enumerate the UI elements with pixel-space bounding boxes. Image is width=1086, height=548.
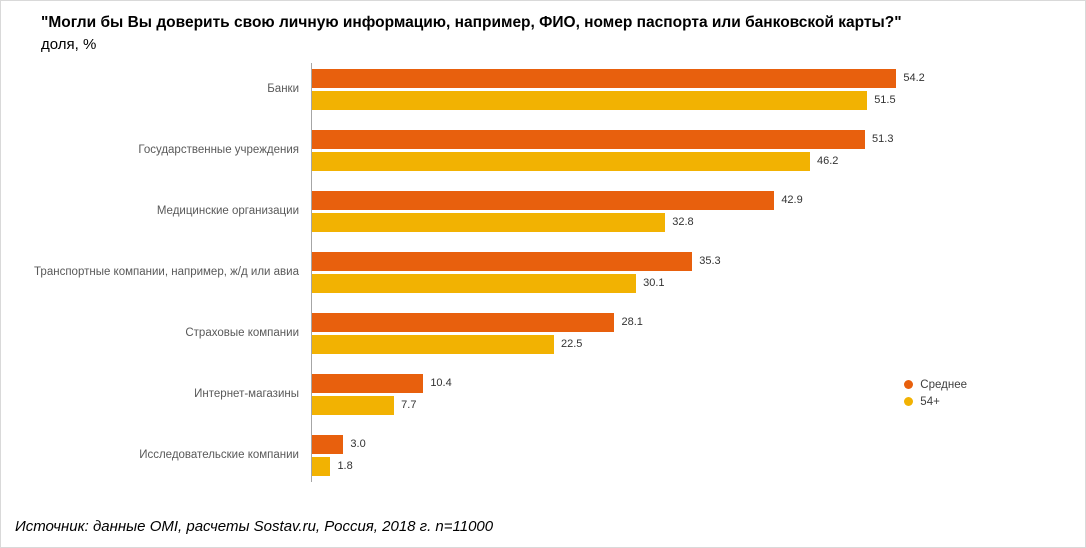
value-label: 42.9 — [781, 194, 803, 207]
bar-pair: 28.1 22.5 — [311, 312, 1085, 354]
category-label: Страховые компании — [185, 326, 299, 339]
value-label: 3.0 — [350, 438, 366, 451]
bar-group: Исследовательские компании 3.0 1.8 — [1, 434, 1085, 476]
bar-line: 46.2 — [311, 151, 1085, 171]
value-label: 10.4 — [430, 377, 452, 390]
bar-line: 35.3 — [311, 251, 1085, 271]
bar-pair: 3.0 1.8 — [311, 434, 1085, 476]
value-label: 46.2 — [816, 155, 839, 168]
bar-pair: 51.3 46.2 — [311, 129, 1085, 171]
bar-54plus — [311, 151, 810, 171]
bar-group: Медицинские организации 42.9 32.8 — [1, 190, 1085, 232]
value-label: 35.3 — [699, 255, 721, 268]
bar-average — [311, 68, 897, 88]
bar-54plus — [311, 212, 666, 232]
y-axis-line — [311, 62, 312, 482]
bar-chart: Банки 54.2 51.5 Государственные учреждения 5… — [1, 62, 1085, 482]
bar-line: 51.3 — [311, 129, 1085, 149]
bar-average — [311, 434, 344, 454]
bar-average — [311, 129, 866, 149]
value-label: 7.7 — [401, 399, 417, 412]
bar-line: 7.7 — [311, 395, 1085, 415]
category-label: Медицинские организации — [156, 204, 299, 217]
bar-group: Государственные учреждения 51.3 46.2 — [1, 129, 1085, 171]
category-label: Транспортные компании, например, ж/д или… — [34, 265, 299, 278]
legend-marker-54plus — [904, 397, 914, 407]
category-label: Государственные учреждения — [138, 143, 299, 156]
category-label: Интернет-магазины — [194, 387, 299, 400]
bar-line: 30.1 — [311, 273, 1085, 293]
bar-line: 10.4 — [311, 373, 1085, 393]
bar-line: 51.5 — [311, 90, 1085, 110]
value-label: 28.1 — [621, 316, 643, 329]
legend-marker-average — [904, 380, 914, 390]
legend-label-54plus: 54+ — [920, 395, 940, 408]
bar-rows: Банки 54.2 51.5 Государственные учреждения 5… — [1, 62, 1085, 482]
legend: Среднее 54+ — [904, 379, 967, 408]
bar-line: 3.0 — [311, 434, 1085, 454]
legend-item-average: Среднее — [904, 379, 967, 391]
bar-line: 28.1 — [311, 312, 1085, 332]
bar-group: Страховые компании 28.1 22.5 — [1, 312, 1085, 354]
bar-line: 42.9 — [311, 190, 1085, 210]
bar-pair: 10.4 7.7 — [311, 373, 1085, 415]
bar-average — [311, 312, 615, 332]
source-note: Источник: данные OMI, расчеты Sostav.ru,… — [15, 518, 494, 535]
category-label: Исследовательские компании — [139, 448, 299, 461]
legend-label-average: Среднее — [920, 378, 967, 391]
legend-item-54plus: 54+ — [904, 396, 967, 408]
bar-54plus — [311, 90, 868, 110]
bar-line: 54.2 — [311, 68, 1085, 88]
value-label: 32.8 — [672, 216, 694, 229]
bar-54plus — [311, 395, 395, 415]
value-label: 30.1 — [643, 277, 665, 290]
bar-pair: 42.9 32.8 — [311, 190, 1085, 232]
bar-54plus — [311, 334, 554, 354]
value-label: 51.5 — [874, 94, 896, 107]
bar-54plus — [311, 273, 637, 293]
bar-line: 1.8 — [311, 456, 1085, 476]
bar-group: Банки 54.2 51.5 — [1, 68, 1085, 110]
bar-average — [311, 373, 424, 393]
chart-header: "Могли бы Вы доверить свою личную информ… — [1, 1, 1085, 55]
bar-group: Транспортные компании, например, ж/д или… — [1, 251, 1085, 293]
bar-average — [311, 190, 775, 210]
category-label: Банки — [267, 82, 299, 95]
bar-average — [311, 251, 693, 271]
value-label: 22.5 — [561, 338, 583, 351]
bar-pair: 35.3 30.1 — [311, 251, 1085, 293]
chart-title: "Могли бы Вы доверить свою личную информ… — [41, 14, 902, 31]
bar-line: 22.5 — [311, 334, 1085, 354]
value-label: 1.8 — [337, 460, 353, 473]
value-label: 51.3 — [872, 133, 894, 146]
bar-54plus — [311, 456, 331, 476]
bar-pair: 54.2 51.5 — [311, 68, 1085, 110]
bar-line: 32.8 — [311, 212, 1085, 232]
bar-group: Интернет-магазины 10.4 7.7 — [1, 373, 1085, 415]
value-label: 54.2 — [903, 72, 925, 85]
chart-subtitle: доля, % — [41, 35, 97, 53]
